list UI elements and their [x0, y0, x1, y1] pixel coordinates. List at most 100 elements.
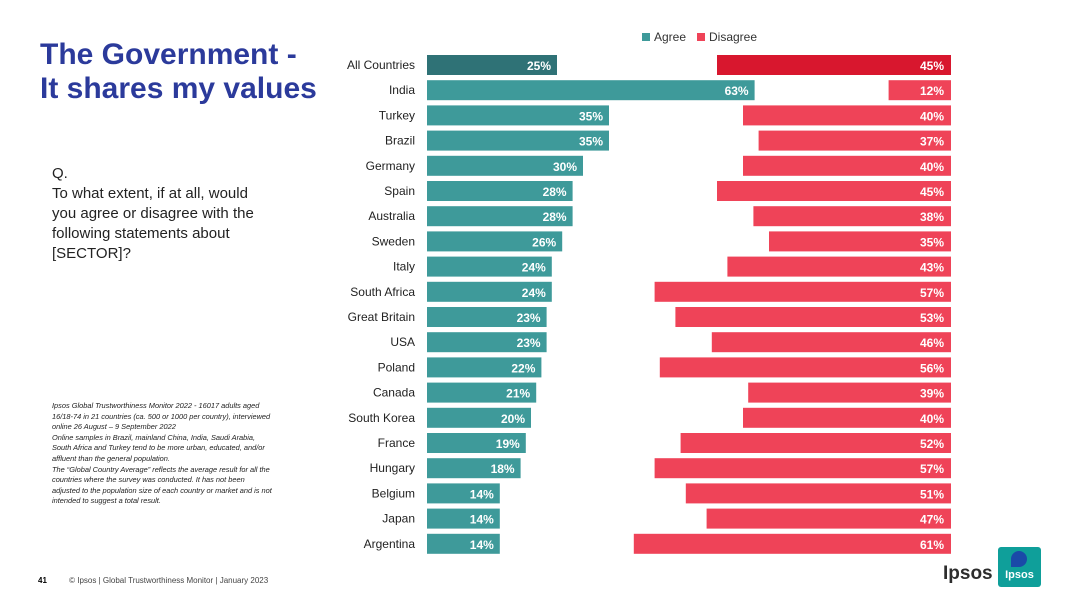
- disagree-value-poland: 56%: [920, 361, 944, 375]
- agree-bar-usa: [427, 332, 547, 353]
- disagree-bar-sweden: [769, 231, 951, 252]
- note-line: online 26 August – 9 September 2022: [52, 422, 176, 432]
- category-label-spain: Spain: [384, 184, 415, 198]
- category-label-italy: Italy: [393, 260, 415, 274]
- agree-value-sweden: 26%: [532, 235, 556, 249]
- category-label-south-africa: South Africa: [350, 285, 415, 299]
- category-label-australia: Australia: [368, 209, 415, 223]
- legend-label-agree: Agree: [654, 30, 686, 44]
- footer-text: © Ipsos | Global Trustworthiness Monitor…: [69, 576, 269, 585]
- disagree-value-all-countries: 45%: [920, 59, 944, 73]
- category-label-south-korea: South Korea: [348, 411, 415, 425]
- disagree-bar-poland: [659, 357, 951, 378]
- question-line-3: following statements about: [52, 225, 230, 242]
- logo-shape: [1011, 551, 1027, 567]
- logo-box-text: Ipsos: [1005, 569, 1034, 581]
- disagree-bar-germany: [743, 155, 951, 176]
- disagree-value-australia: 38%: [920, 210, 944, 224]
- disagree-bar-south-africa: [654, 281, 951, 302]
- disagree-value-japan: 47%: [920, 513, 944, 527]
- disagree-value-brazil: 37%: [920, 135, 944, 149]
- disagree-bar-italy: [727, 256, 951, 277]
- agree-value-japan: 14%: [470, 513, 494, 527]
- category-label-poland: Poland: [378, 360, 415, 374]
- disagree-value-turkey: 40%: [920, 109, 944, 123]
- disagree-bar-brazil: [758, 130, 951, 151]
- disagree-value-india: 12%: [920, 84, 944, 98]
- category-label-hungary: Hungary: [370, 461, 415, 475]
- category-label-great-britain: Great Britain: [348, 310, 415, 324]
- disagree-bar-canada: [748, 382, 951, 403]
- agree-bar-south-africa: [427, 281, 552, 302]
- agree-bar-argentina: [427, 533, 500, 554]
- disagree-value-spain: 45%: [920, 185, 944, 199]
- disagree-bar-belgium: [685, 483, 951, 504]
- agree-bar-germany: [427, 155, 583, 176]
- disagree-value-south-korea: 40%: [920, 412, 944, 426]
- question-line-1: To what extent, if at all, would: [52, 185, 248, 202]
- disagree-bar-australia: [753, 206, 951, 227]
- ipsos-wordmark: Ipsos: [943, 563, 993, 584]
- category-label-argentina: Argentina: [364, 537, 416, 551]
- page-title: The Government - It shares my values: [40, 38, 317, 106]
- category-label-japan: Japan: [382, 512, 415, 526]
- category-label-brazil: Brazil: [385, 134, 415, 148]
- agree-value-hungary: 18%: [491, 462, 515, 476]
- disagree-bar-spain: [717, 181, 951, 201]
- agree-value-argentina: 14%: [470, 538, 494, 552]
- note-line: South Africa and Turkey tend to be more …: [52, 443, 265, 453]
- agree-bar-japan: [427, 508, 500, 529]
- agree-value-brazil: 35%: [579, 135, 603, 149]
- note-line: Online samples in Brazil, mainland China…: [52, 432, 256, 442]
- agree-value-poland: 22%: [511, 361, 535, 375]
- disagree-bar-usa: [711, 332, 951, 353]
- ipsos-logo-icon: Ipsos: [998, 547, 1041, 587]
- question-line-2: you agree or disagree with the: [52, 205, 254, 222]
- agree-bar-great-britain: [427, 307, 547, 327]
- agree-bar-brazil: [427, 130, 609, 151]
- title-line-2: It shares my values: [40, 72, 317, 105]
- category-label-india: India: [389, 83, 415, 97]
- disagree-value-hungary: 57%: [920, 462, 944, 476]
- disagree-value-great-britain: 53%: [920, 311, 944, 325]
- disagree-value-france: 52%: [920, 437, 944, 451]
- agree-value-france: 19%: [496, 437, 520, 451]
- legend-swatch-disagree: [697, 33, 705, 41]
- agree-value-great-britain: 23%: [517, 311, 541, 325]
- agree-bar-australia: [427, 206, 573, 227]
- note-line: adjusted to the population size of each …: [52, 485, 272, 495]
- agree-bar-belgium: [427, 483, 500, 504]
- agree-value-australia: 28%: [543, 210, 567, 224]
- agree-bar-turkey: [427, 105, 609, 126]
- agree-bar-poland: [427, 357, 542, 378]
- category-label-canada: Canada: [373, 386, 415, 400]
- survey-question: Q. To what extent, if at all, would you …: [52, 164, 302, 264]
- agree-value-india: 63%: [725, 84, 749, 98]
- category-label-usa: USA: [390, 335, 415, 349]
- disagree-bar-argentina: [633, 533, 951, 554]
- disagree-bar-great-britain: [675, 307, 951, 327]
- question-label: Q.: [52, 165, 68, 182]
- agree-bar-canada: [427, 382, 537, 403]
- disagree-value-belgium: 51%: [920, 487, 944, 501]
- disagree-value-italy: 43%: [920, 261, 944, 275]
- disagree-bar-india: [888, 80, 951, 101]
- title-line-1: The Government -: [40, 38, 297, 71]
- disagree-value-south-africa: 57%: [920, 286, 944, 300]
- legend-swatch-agree: [642, 33, 650, 41]
- agree-value-south-africa: 24%: [522, 286, 546, 300]
- disagree-bar-hungary: [654, 458, 951, 479]
- disagree-bar-all-countries: [717, 55, 951, 75]
- category-label-sweden: Sweden: [372, 234, 415, 248]
- agree-value-all-countries: 25%: [527, 59, 551, 73]
- note-line: countries where the survey was conducted…: [52, 475, 245, 485]
- footer: 41 © Ipsos | Global Trustworthiness Moni…: [38, 576, 268, 585]
- agree-bar-south-korea: [427, 407, 531, 428]
- methodology-notes: Ipsos Global Trustworthiness Monitor 202…: [52, 401, 302, 507]
- agree-bar-sweden: [427, 231, 563, 252]
- disagree-bar-japan: [706, 508, 951, 529]
- agree-bar-france: [427, 433, 526, 453]
- disagree-value-sweden: 35%: [920, 235, 944, 249]
- agree-bar-india: [427, 80, 755, 101]
